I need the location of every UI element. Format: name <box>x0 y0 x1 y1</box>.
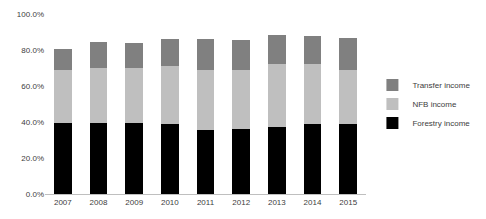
svg-text:2010: 2010 <box>161 198 179 207</box>
svg-text:2012: 2012 <box>232 198 250 207</box>
svg-text:60.0%: 60.0% <box>21 82 44 91</box>
svg-text:100.0%: 100.0% <box>17 10 44 19</box>
svg-text:2009: 2009 <box>125 198 143 207</box>
svg-text:Forestry income: Forestry income <box>412 119 470 128</box>
svg-text:2007: 2007 <box>54 198 72 207</box>
svg-text:Transfer income: Transfer income <box>412 81 470 90</box>
svg-text:40.0%: 40.0% <box>21 118 44 127</box>
svg-text:0.0%: 0.0% <box>26 190 44 199</box>
svg-text:20.0%: 20.0% <box>21 154 44 163</box>
svg-text:2013: 2013 <box>268 198 286 207</box>
svg-text:2008: 2008 <box>90 198 108 207</box>
svg-text:NFB income: NFB income <box>412 100 457 109</box>
svg-text:2011: 2011 <box>197 198 215 207</box>
svg-text:80.0%: 80.0% <box>21 46 44 55</box>
svg-text:2015: 2015 <box>339 198 357 207</box>
svg-text:2014: 2014 <box>304 198 322 207</box>
